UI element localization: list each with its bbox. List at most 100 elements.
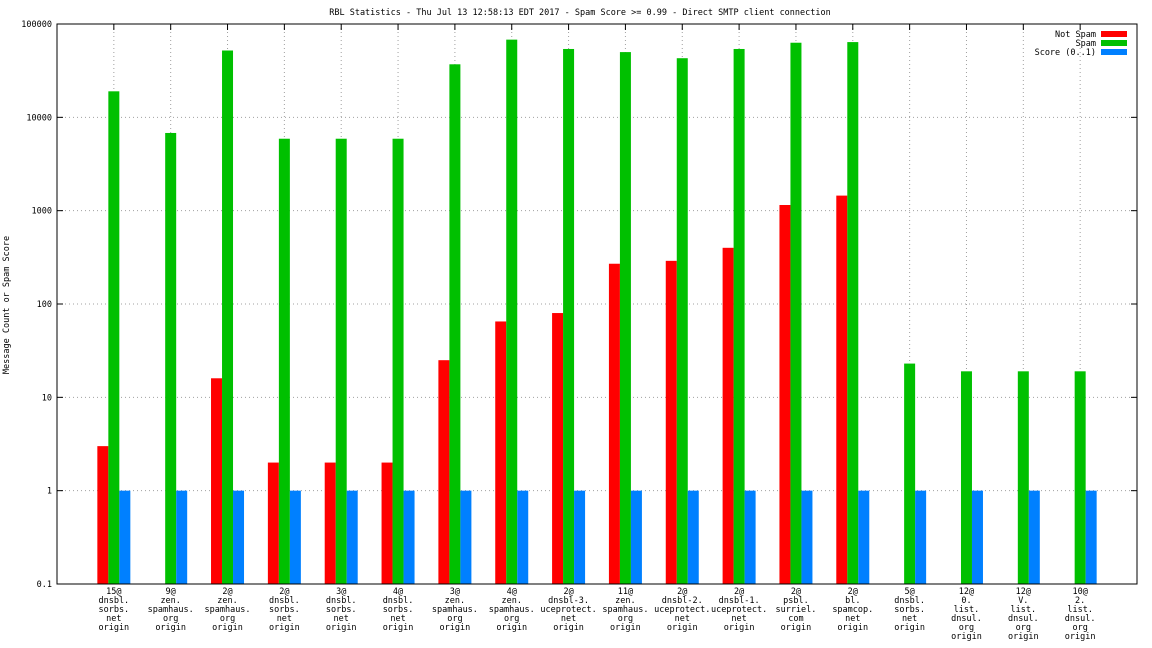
y-axis-label: Message Count or Spam Score xyxy=(2,236,12,374)
x-tick-label-line: dnsbl. xyxy=(383,596,414,606)
x-tick-label-line: dnsbl. xyxy=(894,596,925,606)
x-tick-label: 2@ dnsbl-1. uceprotect. net origin xyxy=(711,587,767,633)
y-tick-labels: 0.1 1 10 100 1000 10000 100000 xyxy=(21,20,52,590)
x-tick-label: 2@ zen. spamhaus. org origin xyxy=(204,587,250,633)
bar-score-0-1 xyxy=(289,490,301,584)
bar-score-0-1 xyxy=(801,490,813,584)
x-tick-label-line: dnsul. xyxy=(951,614,982,624)
bar-not-spam xyxy=(836,195,848,584)
bar-spam xyxy=(960,371,972,584)
x-tick-label-line: sorbs. xyxy=(326,605,357,615)
bar-not-spam xyxy=(665,260,677,584)
x-tick-label-line: uceprotect. xyxy=(711,605,767,615)
x-tick-label-line: spamhaus. xyxy=(602,605,648,615)
bar-score-0-1 xyxy=(915,490,927,584)
x-tick-label-line: sorbs. xyxy=(383,605,414,615)
x-tick-label-line: net xyxy=(390,614,405,624)
bar-spam xyxy=(222,50,234,585)
x-tick-label-line: spamhaus. xyxy=(432,605,478,615)
bar-score-0-1 xyxy=(1085,490,1097,584)
x-tick-label: 4@ zen. spamhaus. org origin xyxy=(489,587,535,633)
x-tick-label-line: spamcop. xyxy=(832,605,873,615)
y-tick-label: 10 xyxy=(42,393,52,403)
legend-label: Not Spam xyxy=(1055,30,1096,40)
x-tick-label-line: origin xyxy=(326,623,357,633)
x-tick-label-line: origin xyxy=(440,623,471,633)
chart-title: RBL Statistics - Thu Jul 13 12:58:13 EDT… xyxy=(329,8,831,18)
x-tick-label-line: origin xyxy=(724,623,755,633)
x-tick-label-line: zen. xyxy=(615,596,635,606)
x-tick-label-line: dnsul. xyxy=(1065,614,1096,624)
x-tick-label: 4@ dnsbl. sorbs. net origin xyxy=(383,587,414,633)
x-tick-label-line: zen. xyxy=(445,596,465,606)
x-tick-label: 2@ dnsbl-3. uceprotect. net origin xyxy=(540,587,596,633)
bar-not-spam xyxy=(552,313,564,584)
bar-not-spam xyxy=(779,205,791,585)
x-tick-label-line: org xyxy=(504,614,519,624)
x-tick-label-line: dnsbl-1. xyxy=(719,596,760,606)
x-tick-label-line: origin xyxy=(781,623,812,633)
x-tick-label-line: 12@ xyxy=(959,587,974,597)
bar-not-spam xyxy=(381,462,393,584)
y-tick-label: 10000 xyxy=(26,113,52,123)
x-tick-label-line: org xyxy=(163,614,178,624)
x-tick-label-line: spamhaus. xyxy=(489,605,535,615)
x-tick-label-line: 2@ xyxy=(734,587,744,597)
x-tick-label-line: bl. xyxy=(845,596,860,606)
bar-spam xyxy=(676,58,688,585)
x-tick-label-line: origin xyxy=(98,623,129,633)
x-tick-label-line: 2@ xyxy=(279,587,289,597)
bar-score-0-1 xyxy=(176,490,188,584)
x-tick-label: 2@ bl. spamcop. net origin xyxy=(832,587,873,633)
bar-spam xyxy=(506,39,518,584)
x-tick-label-line: origin xyxy=(383,623,414,633)
bar-score-0-1 xyxy=(858,490,870,584)
bar-score-0-1 xyxy=(971,490,983,584)
x-tick-label-line: origin xyxy=(667,623,698,633)
bar-not-spam xyxy=(495,321,507,584)
x-tick-label-line: dnsbl. xyxy=(98,596,129,606)
x-tick-label-line: dnsbl. xyxy=(269,596,300,606)
x-tick-label-line: 2@ xyxy=(791,587,801,597)
x-tick-label-line: org xyxy=(220,614,235,624)
x-tick-label-line: 2@ xyxy=(222,587,232,597)
x-tick-label: 2@ dnsbl. sorbs. net origin xyxy=(269,587,300,633)
x-tick-label-line: uceprotect. xyxy=(540,605,596,615)
bar-spam xyxy=(790,42,802,585)
x-tick-label-line: net xyxy=(675,614,690,624)
x-tick-label-line: origin xyxy=(496,623,527,633)
x-tick-label-line: dnsbl. xyxy=(326,596,357,606)
bar-score-0-1 xyxy=(630,490,642,584)
x-tick-label-line: origin xyxy=(1065,632,1096,642)
x-tick-label-line: spamhaus. xyxy=(148,605,194,615)
bar-spam xyxy=(335,138,347,585)
bar-score-0-1 xyxy=(346,490,358,584)
x-tick-label-line: net xyxy=(561,614,576,624)
x-tick-label-line: net xyxy=(902,614,917,624)
x-tick-label-line: dnsbl-2. xyxy=(662,596,703,606)
bar-not-spam xyxy=(438,360,450,584)
x-tick-label-line: spamhaus. xyxy=(204,605,250,615)
x-tick-label-line: 2@ xyxy=(677,587,687,597)
x-tick-label-line: 3@ xyxy=(336,587,346,597)
bar-score-0-1 xyxy=(687,490,699,584)
x-tick-label-line: 15@ xyxy=(106,587,121,597)
x-tick-label: 5@ dnsbl. sorbs. net origin xyxy=(894,587,925,633)
legend-swatch xyxy=(1101,40,1127,46)
y-tick-label: 100000 xyxy=(21,20,52,30)
bar-spam xyxy=(278,138,290,585)
bars-group xyxy=(97,39,1097,585)
x-tick-label-line: psbl. xyxy=(783,596,809,606)
bar-not-spam xyxy=(267,462,279,584)
x-tick-label-line: 11@ xyxy=(618,587,633,597)
x-tick-label: 2@ psbl. surriel. com origin xyxy=(775,587,816,633)
x-tick-label-line: origin xyxy=(610,623,641,633)
x-tick-label-line: sorbs. xyxy=(269,605,300,615)
y-tick-label: 100 xyxy=(37,300,52,310)
y-tick-label: 1 xyxy=(47,487,52,497)
x-tick-label-line: dnsbl-3. xyxy=(548,596,589,606)
x-tick-label-line: origin xyxy=(1008,632,1039,642)
x-tick-label-line: 10@ xyxy=(1072,587,1087,597)
bar-score-0-1 xyxy=(403,490,415,584)
x-tick-label-line: origin xyxy=(951,632,982,642)
